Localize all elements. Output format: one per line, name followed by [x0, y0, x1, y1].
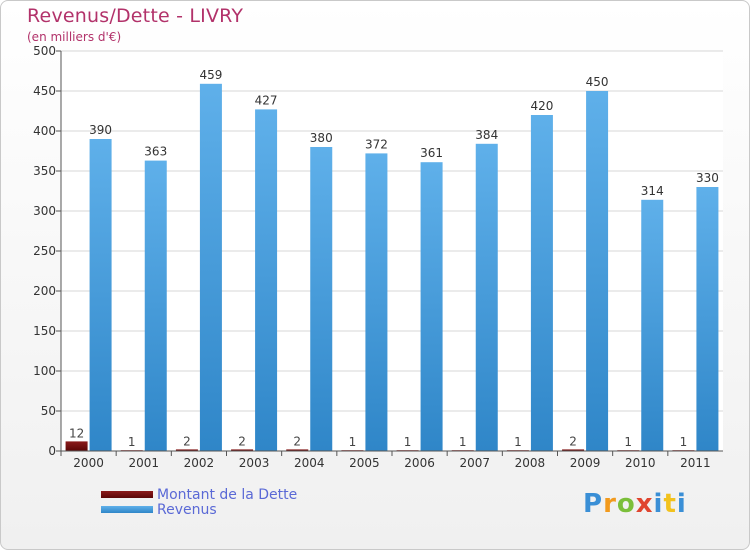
- x-tick-label: 2003: [239, 456, 270, 470]
- data-label-debt: 1: [624, 435, 632, 449]
- bar-debt: [562, 449, 585, 451]
- legend-label-debt: Montant de la Dette: [157, 486, 298, 503]
- data-label-debt: 1: [459, 435, 467, 449]
- data-label-debt: 1: [514, 435, 522, 449]
- x-tick-label: 2008: [515, 456, 546, 470]
- data-label-revenue: 380: [310, 131, 333, 145]
- legend-label-revenue: Revenus: [157, 501, 217, 518]
- chart-title: Revenus/Dette - LIVRY: [27, 5, 244, 27]
- chart-legend: Montant de la Dette Revenus: [101, 486, 298, 518]
- x-tick-label: 2010: [625, 456, 656, 470]
- data-label-debt: 2: [238, 434, 246, 448]
- data-label-debt: 1: [128, 435, 136, 449]
- legend-swatch-revenue: [101, 506, 153, 513]
- data-label-debt: 1: [680, 435, 688, 449]
- bar-revenue: [530, 115, 553, 451]
- data-label-revenue: 384: [475, 128, 498, 142]
- y-tick-label: 400: [33, 124, 56, 138]
- x-tick-label: 2009: [570, 456, 601, 470]
- y-tick-label: 450: [33, 84, 56, 98]
- bar-revenue: [475, 143, 498, 452]
- data-label-debt: 12: [69, 426, 84, 440]
- y-tick-label: 100: [33, 364, 56, 378]
- bar-revenue: [586, 91, 609, 451]
- bar-revenue: [696, 187, 719, 451]
- bar-debt: [65, 441, 88, 451]
- data-label-debt: 2: [293, 434, 301, 448]
- data-label-debt: 1: [349, 435, 357, 449]
- y-tick-label: 150: [33, 324, 56, 338]
- x-tick-label: 2006: [404, 456, 435, 470]
- data-label-revenue: 361: [420, 146, 443, 160]
- bar-debt: [175, 449, 198, 451]
- y-tick-label: 500: [33, 44, 56, 58]
- y-tick-label: 250: [33, 244, 56, 258]
- data-label-revenue: 459: [199, 68, 222, 82]
- x-tick-label: 2004: [294, 456, 325, 470]
- data-label-revenue: 372: [365, 137, 388, 151]
- y-tick-label: 350: [33, 164, 56, 178]
- bar-debt: [286, 449, 309, 451]
- legend-swatch-debt: [101, 491, 153, 498]
- bar-revenue: [365, 153, 388, 451]
- y-tick-label: 300: [33, 204, 56, 218]
- y-tick-label: 200: [33, 284, 56, 298]
- proxiti-logo: Proxiti: [583, 489, 687, 519]
- bar-revenue: [420, 162, 443, 451]
- chart-subtitle: (en milliers d'€): [27, 30, 122, 44]
- data-label-debt: 1: [404, 435, 412, 449]
- data-label-revenue: 314: [641, 184, 664, 198]
- bar-revenue: [255, 109, 278, 452]
- data-label-revenue: 363: [144, 145, 167, 159]
- x-tick-label: 2011: [680, 456, 711, 470]
- x-tick-label: 2001: [128, 456, 159, 470]
- x-tick-label: 2000: [73, 456, 104, 470]
- bar-revenue: [89, 139, 112, 451]
- data-label-revenue: 427: [255, 93, 278, 107]
- data-label-revenue: 330: [696, 171, 719, 185]
- bar-revenue: [641, 199, 664, 451]
- bar-revenue: [144, 160, 167, 451]
- bar-debt: [231, 449, 254, 451]
- x-tick-label: 2005: [349, 456, 380, 470]
- data-label-revenue: 390: [89, 123, 112, 137]
- bar-revenue: [310, 147, 333, 451]
- data-label-revenue: 420: [530, 99, 553, 113]
- data-label-debt: 2: [569, 434, 577, 448]
- x-tick-label: 2007: [459, 456, 490, 470]
- y-tick-label: 0: [48, 444, 56, 458]
- legend-item-debt: Montant de la Dette: [101, 486, 298, 503]
- legend-item-revenue: Revenus: [101, 501, 297, 518]
- y-tick-label: 50: [41, 404, 56, 418]
- bar-revenue: [199, 83, 222, 452]
- data-label-debt: 2: [183, 434, 191, 448]
- x-tick-label: 2002: [184, 456, 215, 470]
- data-label-revenue: 450: [586, 75, 609, 89]
